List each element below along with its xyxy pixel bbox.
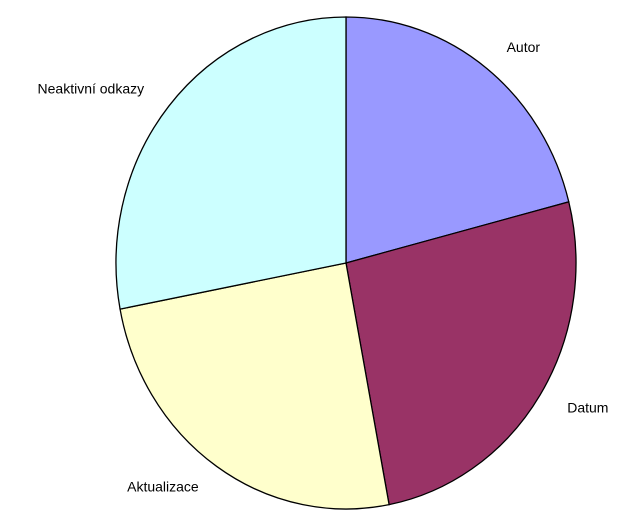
pie-slice	[119, 262, 390, 510]
pie-slice	[115, 16, 347, 310]
pie-slice	[345, 16, 570, 264]
slice-label: Datum	[567, 399, 608, 415]
slice-label: Aktualizace	[127, 479, 199, 495]
slice-label: Autor	[507, 39, 541, 55]
slice-label: Neaktivní odkazy	[38, 80, 145, 96]
pie-slice	[345, 201, 577, 506]
